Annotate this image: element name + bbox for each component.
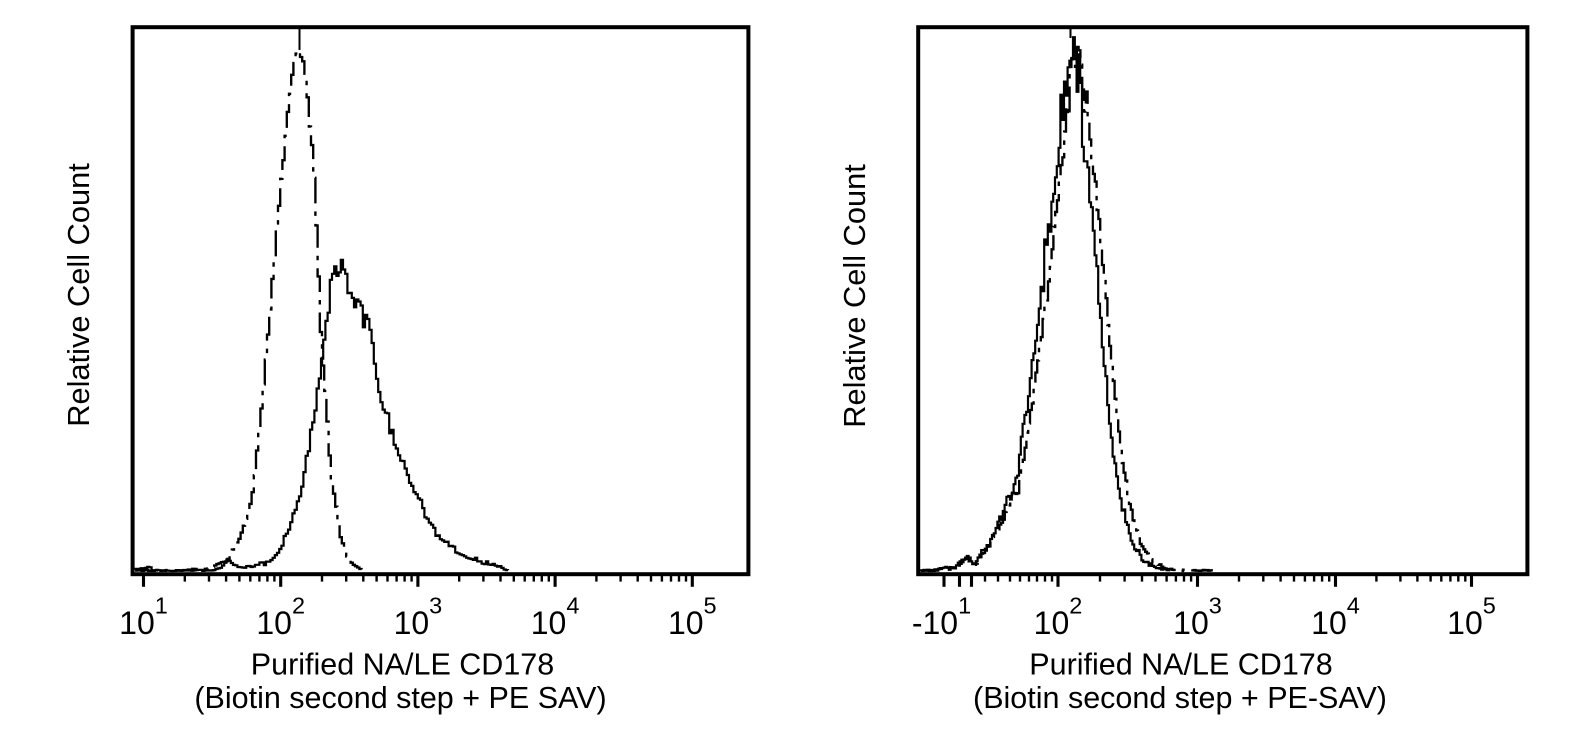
svg-text:(Biotin second step + PE-SAV): (Biotin second step + PE-SAV) (973, 681, 1387, 715)
svg-text:Relative Cell Count: Relative Cell Count (837, 164, 872, 428)
svg-text:(Biotin second step + PE SAV): (Biotin second step + PE SAV) (194, 681, 606, 715)
svg-text:Purified NA/LE CD178: Purified NA/LE CD178 (251, 648, 554, 682)
svg-text:Purified NA/LE CD178: Purified NA/LE CD178 (1029, 648, 1332, 682)
svg-text:Relative Cell Count: Relative Cell Count (61, 163, 96, 427)
